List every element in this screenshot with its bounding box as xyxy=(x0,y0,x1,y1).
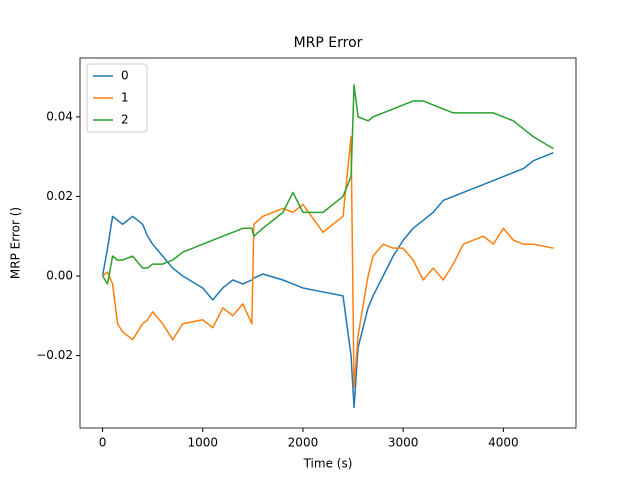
x-tick-label: 0 xyxy=(99,436,107,450)
y-tick-label: 0.00 xyxy=(46,269,73,283)
x-axis-label: Time (s) xyxy=(303,457,353,471)
y-tick-label: 0.02 xyxy=(46,189,73,203)
y-tick-label: 0.04 xyxy=(46,109,73,123)
x-tick-label: 2000 xyxy=(288,436,319,450)
y-axis-label: MRP Error () xyxy=(9,207,23,279)
y-tick-label: −0.02 xyxy=(36,348,73,362)
x-tick-label: 1000 xyxy=(187,436,218,450)
plot-frame xyxy=(79,57,577,429)
series-line xyxy=(101,84,554,285)
series-line xyxy=(101,151,554,409)
legend-box xyxy=(86,63,148,133)
legend-label: 2 xyxy=(121,113,129,127)
chart-title: MRP Error xyxy=(294,35,363,51)
legend-label: 0 xyxy=(121,69,129,83)
legend-label: 1 xyxy=(121,91,129,105)
series-line xyxy=(102,136,554,389)
x-tick-label: 4000 xyxy=(488,436,519,450)
x-tick-label: 3000 xyxy=(388,436,419,450)
